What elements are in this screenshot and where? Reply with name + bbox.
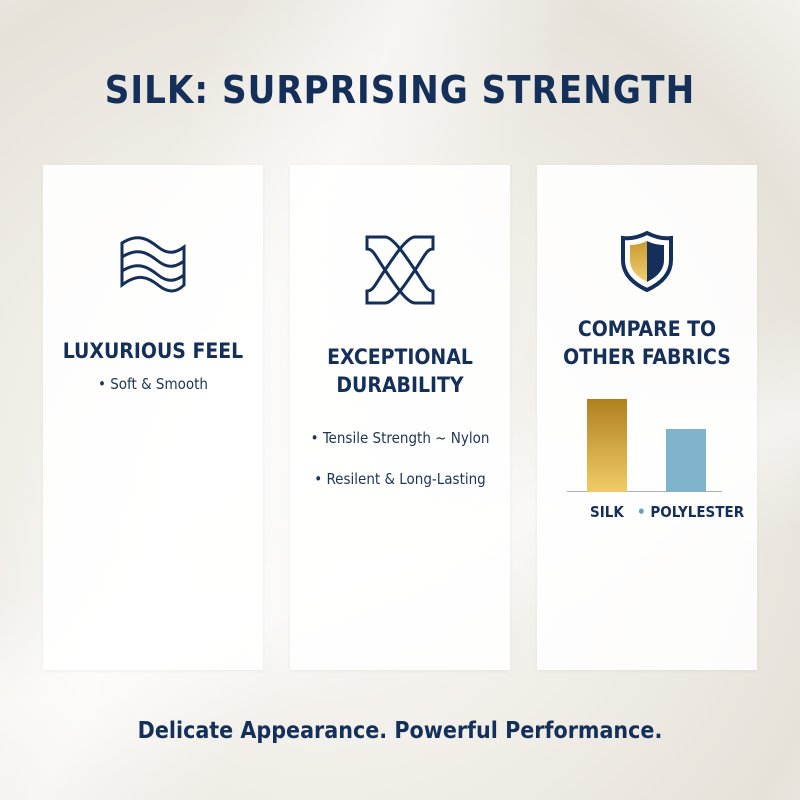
bullet-item: • Soft & Smooth (97, 375, 208, 393)
bullet-dot-icon: • (637, 503, 646, 521)
card-compare-fabrics: COMPARE TO OTHER FABRICS SILK • POLYLEST… (537, 165, 757, 670)
card-heading-line1: EXCEPTIONAL (327, 345, 473, 369)
card-heading-line1: COMPARE TO (577, 317, 717, 341)
card-heading-line2: OTHER FABRICS (563, 345, 731, 369)
bar-polylester (666, 428, 706, 492)
interlocking-knot-icon (365, 235, 435, 305)
card-heading-line2: DURABILITY (336, 373, 464, 397)
x-tick-label-silk: SILK (590, 503, 624, 521)
card-heading: LUXURIOUS FEEL (62, 339, 244, 363)
x-axis-line (567, 491, 722, 492)
bar-silk (587, 399, 627, 492)
card-exceptional-durability: EXCEPTIONAL DURABILITY • Tensile Strengt… (290, 165, 510, 670)
bullet-item: • Resilent & Long-Lasting (314, 470, 486, 488)
shield-icon (621, 230, 673, 292)
card-luxurious-feel: LUXURIOUS FEEL • Soft & Smooth (43, 165, 263, 670)
x-tick-label-text: POLYLESTER (650, 503, 745, 521)
footer-tagline: Delicate Appearance. Powerful Performanc… (137, 718, 663, 744)
comparison-bar-chart (567, 385, 737, 492)
page-title: SILK: SURPRISING STRENGTH (104, 68, 696, 112)
wave-fabric-icon (120, 236, 186, 293)
x-tick-label-polyester: • POLYLESTER (637, 503, 744, 521)
bullet-item: • Tensile Strength ~ Nylon (310, 429, 490, 447)
